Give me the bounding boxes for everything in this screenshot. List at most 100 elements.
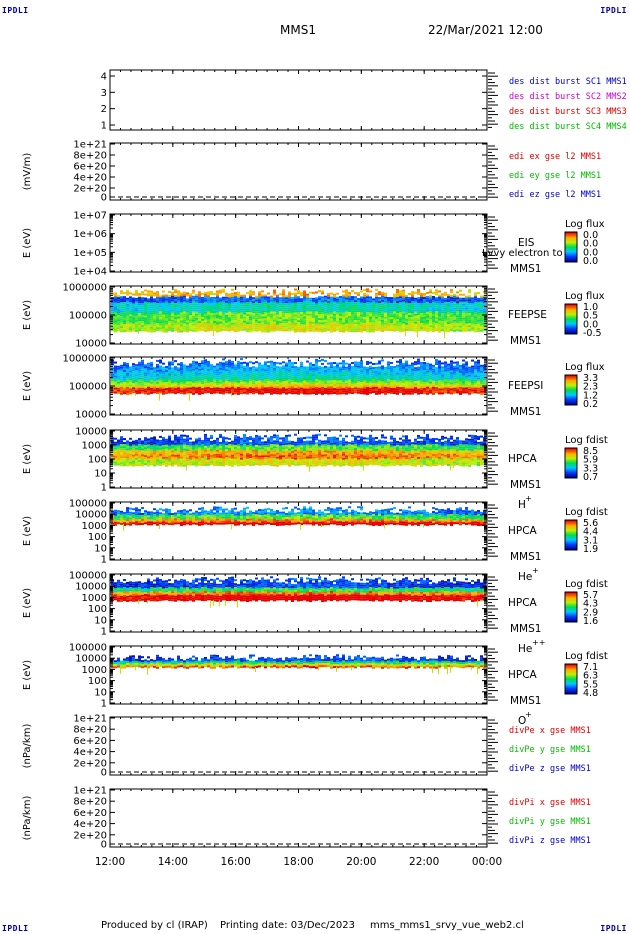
header-datetime: 22/Mar/2021 12:00 — [428, 23, 543, 37]
colorbar-title-p6: Log fdist — [565, 435, 608, 446]
right-comb-p11 — [488, 791, 498, 844]
frame-p9 — [109, 645, 488, 705]
colorbar-label-p8-3: 1.6 — [583, 616, 598, 627]
colorbar-title-p8: Log fdist — [565, 579, 608, 590]
spectrogram-p9 — [111, 654, 486, 675]
ytick-label-p2-3: 4e+20 — [73, 173, 107, 184]
legend-p2: edi ex gse l2 MMS1 edi ey gse l2 MMS1 edi … — [509, 152, 601, 200]
panel-p6: 10000 1000 100 10 1 E (eV) HPCA MMS1 H+ Log fdist… — [22, 427, 608, 512]
legend-entry-p2-2: edi ez gse l2 MMS1 — [509, 190, 601, 200]
corner-label-bottom-right: IPDLI — [600, 924, 627, 933]
colorbar-label-p4-0: 1.0 — [583, 302, 598, 313]
ytick-label-p5-0: 1000000 — [62, 354, 107, 365]
ytick-label-p8-3: 100 — [88, 604, 107, 615]
ytick-label-p7-1: 10000 — [75, 510, 107, 521]
footer-script-name: mms_mms1_srvy_vue_web2.cl — [370, 920, 524, 931]
ytick-label-p2-2: 6e+20 — [73, 162, 107, 173]
colorbar-label-p7-0: 5.6 — [583, 518, 598, 529]
footer-printing-date: Printing date: 03/Dec/2023 — [220, 920, 356, 931]
ytick-label-p1-2: 2 — [101, 104, 107, 115]
legend-entry-p10-1: divPe y gse MMS1 — [509, 745, 591, 755]
ytick-label-p10-4: 2e+20 — [73, 758, 107, 769]
ion-charge-p8: ++ — [532, 638, 545, 647]
spacecraft-name-p9: MMS1 — [510, 695, 541, 707]
spectrogram-p8 — [111, 576, 486, 608]
ytick-label-p8-4: 10 — [94, 615, 107, 626]
ion-species-p7: He — [518, 571, 532, 583]
instrument-name-p6: HPCA — [508, 453, 538, 465]
ytick-label-p6-3: 10 — [94, 469, 107, 480]
spectrogram-p5 — [111, 358, 486, 401]
xtick-label-0: 12:00 — [95, 856, 125, 868]
ytick-label-p8-0: 100000 — [69, 571, 107, 582]
colorbar-label-p7-2: 3.1 — [583, 535, 598, 546]
ytick-label-p11-1: 8e+20 — [73, 797, 107, 808]
xtick-label-4: 20:00 — [346, 856, 376, 868]
ylabel-p11: (nPa/km) — [22, 796, 33, 841]
legend-entry-p10-0: divPe x gse MMS1 — [509, 726, 591, 736]
colorbar-label-p8-1: 4.3 — [583, 599, 598, 610]
xtick-label-2: 16:00 — [221, 856, 251, 868]
ytick-label-p6-2: 100 — [88, 455, 107, 466]
legend-entry-p1-0: des dist burst SC1 MMS1 — [509, 77, 627, 87]
legend-entry-p1-1: des dist burst SC2 MMS2 — [509, 92, 627, 102]
instrument-name-p7: HPCA — [508, 525, 538, 537]
ytick-label-p9-5: 1 — [101, 699, 107, 710]
ytick-label-p3-1: 1e+06 — [73, 229, 107, 240]
right-comb-p1 — [488, 72, 498, 128]
right-comb-p6 — [488, 432, 498, 485]
ytick-label-p8-5: 1 — [101, 627, 107, 638]
ion-species-p8: He — [518, 643, 532, 655]
right-comb-p8 — [488, 576, 498, 629]
colorbar-label-p5-0: 3.3 — [583, 373, 598, 384]
right-comb-p3 — [488, 216, 498, 269]
panel-p3: 1e+07 1e+06 1e+05 1e+04 E (eV) EIS MMS1 Lvvy el… — [22, 211, 605, 278]
ion-charge-p7: + — [532, 566, 539, 575]
corner-label-bottom-left: IPDLI — [2, 924, 29, 933]
ytick-label-p3-2: 1e+05 — [73, 248, 107, 259]
spacecraft-name-p6: MMS1 — [510, 479, 541, 491]
corner-label-top-right: IPDLI — [600, 6, 627, 15]
footer-produced-by: Produced by cl (IRAP) — [101, 920, 208, 931]
ytick-label-p2-0: 1e+21 — [73, 140, 107, 151]
right-comb-p9 — [488, 648, 498, 701]
colorbar-label-p3-3: 0.0 — [583, 256, 598, 267]
ytick-label-p10-3: 4e+20 — [73, 747, 107, 758]
colorbar-label-p9-2: 5.5 — [583, 679, 598, 690]
colorbar-title-p4: Log flux — [565, 291, 605, 302]
colorbar-label-p6-0: 8.5 — [583, 446, 598, 457]
colorbar-label-p9-3: 4.8 — [583, 688, 598, 699]
ytick-label-p8-2: 1000 — [82, 593, 107, 604]
colorbar-label-p4-1: 0.5 — [583, 311, 598, 322]
frame-p2 — [109, 142, 488, 201]
legend-entry-p11-1: divPi y gse MMS1 — [509, 817, 591, 827]
ylabel-p8: E (eV) — [22, 588, 33, 618]
spacecraft-name-p5: MMS1 — [510, 406, 541, 418]
ytick-label-p1-0: 4 — [101, 72, 107, 83]
legend-entry-p11-2: divPi z gse MMS1 — [509, 836, 591, 846]
spacecraft-name-p4: MMS1 — [510, 335, 541, 347]
instrument-name-p5: FEEPSI — [508, 380, 543, 392]
colorbar-p7: 5.64.43.11.9 — [564, 518, 598, 555]
legend-entry-p1-2: des dist burst SC3 MMS3 — [509, 107, 627, 117]
colorbar-title-p3: Log flux — [565, 219, 605, 230]
colorbar-label-p6-2: 3.3 — [583, 463, 598, 474]
ytick-label-p1-3: 1 — [101, 121, 107, 132]
colorbar-title-p7: Log fdist — [565, 507, 608, 518]
right-comb-p7 — [488, 504, 498, 557]
ytick-label-p6-0: 10000 — [75, 427, 107, 438]
header-spacecraft: MMS1 — [280, 23, 316, 37]
xtick-label-1: 14:00 — [158, 856, 188, 868]
ylabel-p5: E (eV) — [22, 371, 33, 401]
colorbar-label-p9-1: 6.3 — [583, 671, 598, 682]
ytick-label-p2-5: 0 — [101, 193, 107, 204]
right-comb-p2 — [488, 145, 498, 198]
colorbar-label-p6-3: 0.7 — [583, 472, 598, 483]
frame-p1 — [109, 69, 488, 131]
colorbar-p5: 3.32.31.20.2 — [564, 373, 598, 410]
